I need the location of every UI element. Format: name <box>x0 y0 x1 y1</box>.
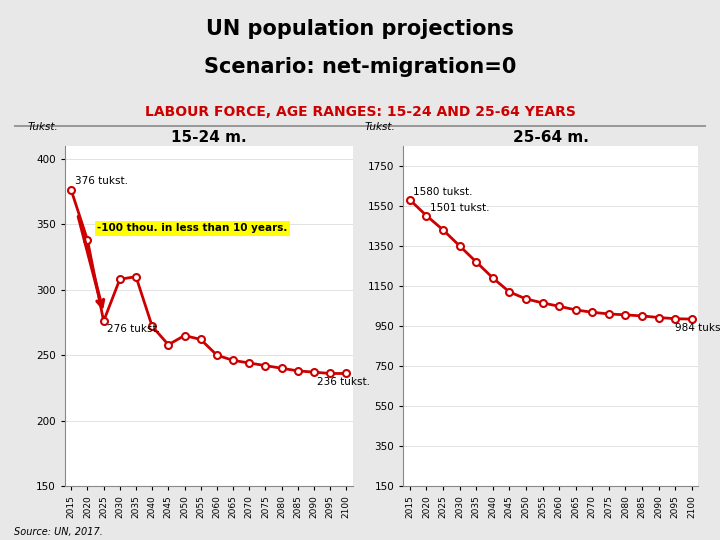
Text: 236 tukst.: 236 tukst. <box>318 377 370 387</box>
Text: UN population projections: UN population projections <box>206 19 514 39</box>
Text: -100 thou. in less than 10 years.: -100 thou. in less than 10 years. <box>97 223 287 233</box>
Title: 15-24 m.: 15-24 m. <box>171 130 247 145</box>
Text: 1580 tukst.: 1580 tukst. <box>413 187 472 197</box>
Text: Source: UN, 2017.: Source: UN, 2017. <box>14 527 103 537</box>
Text: Tukst.: Tukst. <box>365 122 395 132</box>
Text: 1501 tukst.: 1501 tukst. <box>430 202 489 213</box>
Text: Scenario: net-migration=0: Scenario: net-migration=0 <box>204 57 516 77</box>
Text: 376 tukst.: 376 tukst. <box>74 177 127 186</box>
Text: LABOUR FORCE, AGE RANGES: 15-24 AND 25-64 YEARS: LABOUR FORCE, AGE RANGES: 15-24 AND 25-6… <box>145 105 575 119</box>
Title: 25-64 m.: 25-64 m. <box>513 130 589 145</box>
Text: 276 tukst.: 276 tukst. <box>107 324 160 334</box>
Text: Tukst.: Tukst. <box>27 122 58 132</box>
Text: 984 tukst: 984 tukst <box>675 323 720 333</box>
